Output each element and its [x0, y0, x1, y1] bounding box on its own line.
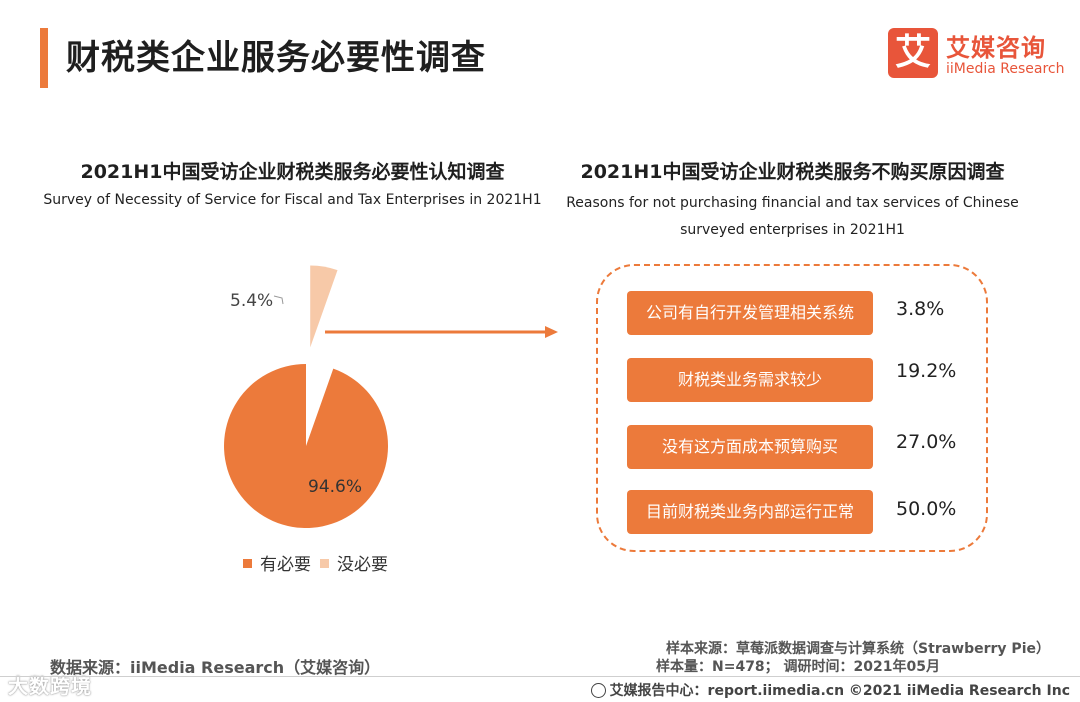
reason-value: 19.2% — [896, 360, 957, 382]
iimedia-logo: 艾 艾媒咨询 iiMedia Research — [888, 28, 1068, 84]
legend-item-unnecessary: 没必要 — [320, 550, 388, 575]
pie-slice-unnecessary — [310, 265, 338, 348]
reasons-subtitle-line2: surveyed enterprises in 2021H1 — [680, 222, 905, 238]
footer-divider — [0, 676, 1080, 677]
page-title: 财税类企业服务必要性调查 — [66, 38, 486, 78]
sample-source: 样本来源：草莓派数据调查与计算系统（Strawberry Pie） — [666, 641, 1050, 657]
reasons-chart-subtitle: Reasons for not purchasing financial and… — [540, 190, 1045, 244]
label-leader-line — [273, 295, 284, 305]
pie-chart-title: 2021H1中国受访企业财税类服务必要性认知调查 — [80, 161, 505, 183]
reason-label: 财税类业务需求较少 — [627, 358, 873, 402]
globe-icon — [590, 682, 606, 698]
reason-label: 没有这方面成本预算购买 — [627, 425, 873, 469]
legend-label-unnecessary: 没必要 — [337, 555, 388, 575]
reason-value: 50.0% — [896, 498, 957, 520]
logo-mark-icon: 艾 — [888, 28, 938, 78]
legend-swatch-unnecessary — [320, 558, 329, 568]
pie-slice-necessary — [224, 364, 389, 528]
sample-size: 样本量：N=478； 调研时间：2021年05月 — [656, 659, 940, 675]
pie-chart-subtitle: Survey of Necessity of Service for Fisca… — [43, 192, 542, 208]
legend-label-necessary: 有必要 — [260, 555, 311, 575]
reason-label: 公司有自行开发管理相关系统 — [627, 291, 873, 335]
reasons-subtitle-line1: Reasons for not purchasing financial and… — [566, 195, 1019, 211]
reason-value: 3.8% — [896, 298, 945, 320]
reason-value: 27.0% — [896, 431, 957, 453]
reasons-dashed-frame — [596, 264, 988, 552]
legend-item-necessary: 有必要 — [243, 550, 311, 575]
title-accent-bar — [40, 28, 48, 88]
footer-text: 艾媒报告中心：report.iimedia.cn ©2021 iiMedia R… — [609, 683, 1070, 699]
logo-cn-text: 艾媒咨询 — [946, 34, 1046, 62]
pie-label-necessary: 94.6% — [308, 477, 362, 497]
data-source: 数据来源：iiMedia Research（艾媒咨询） — [50, 658, 381, 677]
footer-credit: 艾媒报告中心：report.iimedia.cn ©2021 iiMedia R… — [590, 680, 1070, 700]
pie-label-unnecessary: 5.4% — [230, 291, 273, 311]
reasons-chart-title: 2021H1中国受访企业财税类服务不购买原因调查 — [580, 161, 1005, 183]
reason-label: 目前财税类业务内部运行正常 — [627, 490, 873, 534]
legend-swatch-necessary — [243, 558, 252, 568]
logo-en-text: iiMedia Research — [946, 61, 1065, 77]
watermark: 大数跨境 — [8, 674, 92, 698]
arrow-head-icon — [545, 326, 558, 338]
